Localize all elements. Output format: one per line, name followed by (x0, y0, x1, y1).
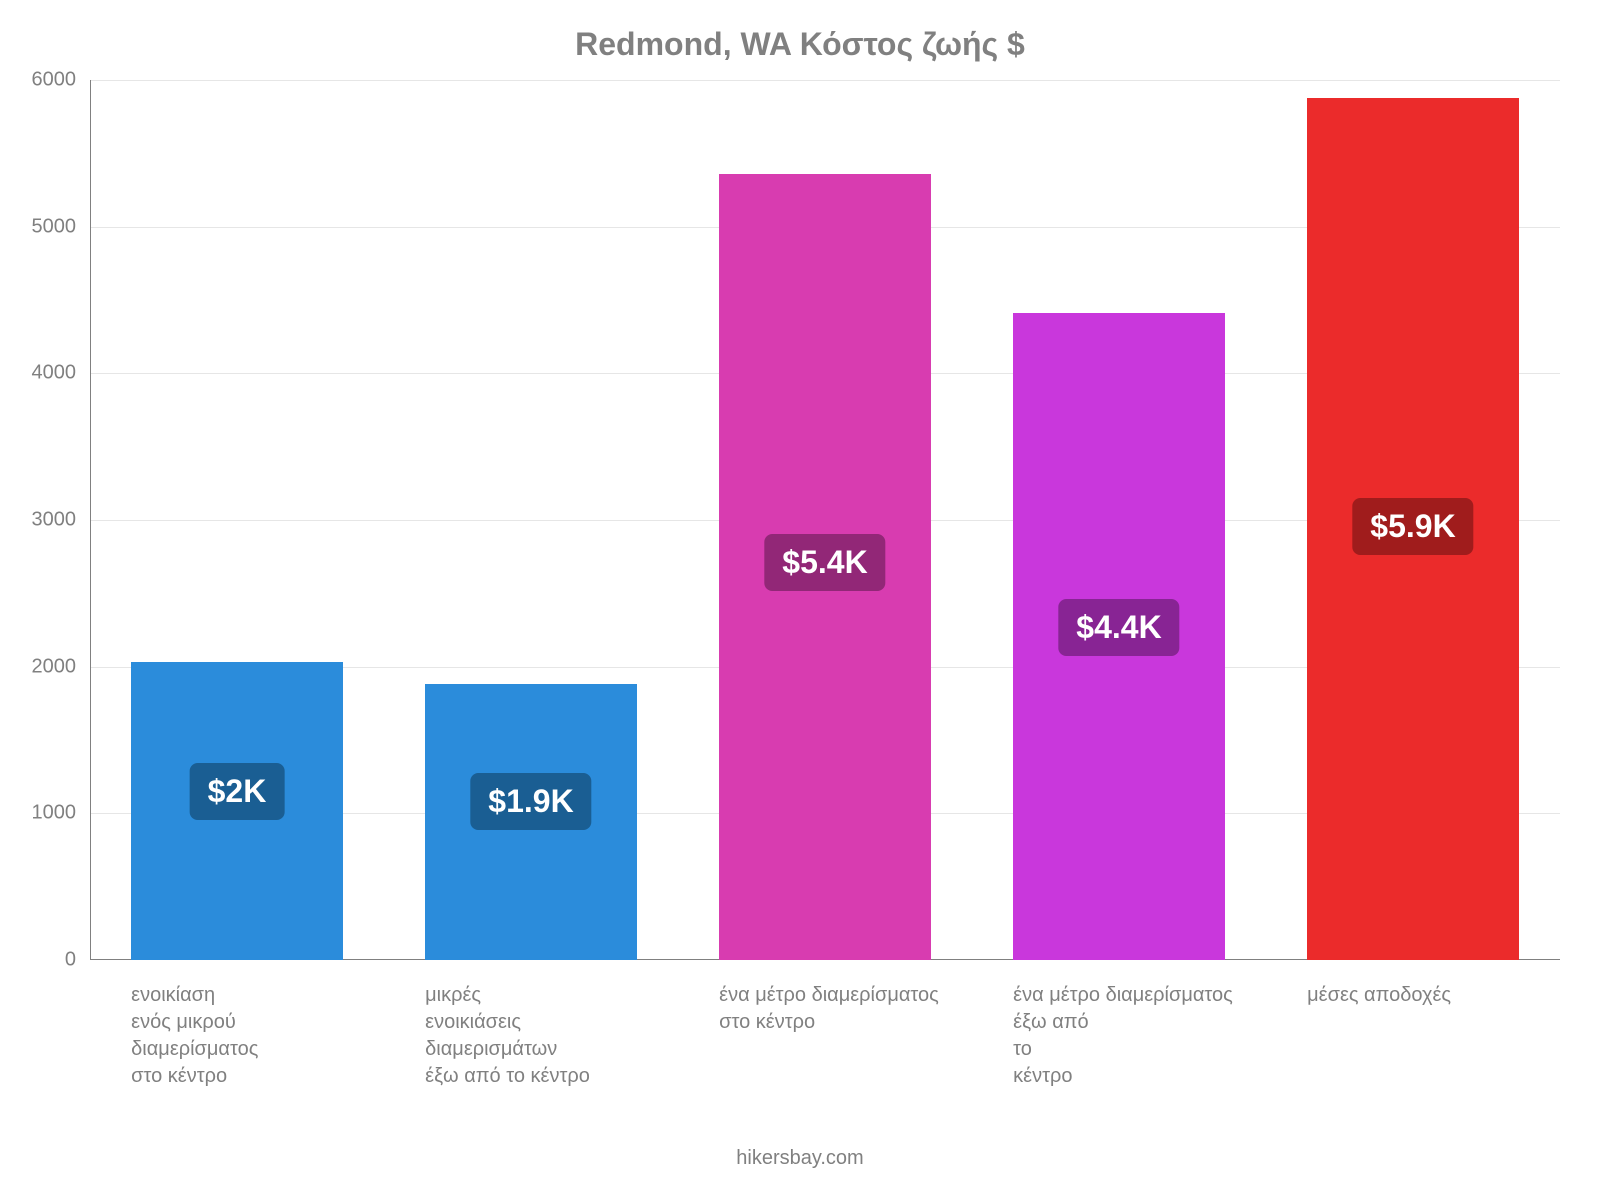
y-tick-label: 3000 (32, 509, 91, 532)
y-tick-label: 4000 (32, 362, 91, 385)
x-tick-label: ένα μέτρο διαμερίσματοςστο κέντρο (719, 960, 998, 1036)
x-tick-label: μέσες αποδοχές (1307, 960, 1586, 1009)
chart-footer: hikersbay.com (0, 1147, 1600, 1170)
bar: $5.9K (1307, 98, 1519, 960)
y-tick-label: 1000 (32, 802, 91, 825)
bar: $1.9K (425, 684, 637, 960)
x-tick-label: ενοικίασηενός μικρούδιαμερίσματοςστο κέν… (131, 960, 410, 1090)
y-tick-label: 2000 (32, 655, 91, 678)
y-axis-line (90, 80, 91, 960)
bar: $4.4K (1013, 313, 1225, 960)
x-tick-label: μικρέςενοικιάσειςδιαμερισμάτωνέξω από το… (425, 960, 704, 1090)
x-tick-label: ένα μέτρο διαμερίσματοςέξω απότοκέντρο (1013, 960, 1292, 1090)
gridline (90, 80, 1560, 81)
y-tick-label: 0 (65, 949, 90, 972)
value-badge: $1.9K (470, 773, 591, 830)
y-tick-label: 5000 (32, 215, 91, 238)
bar: $5.4K (719, 174, 931, 960)
y-tick-label: 6000 (32, 69, 91, 92)
plot-area: 0100020003000400050006000$2Kενοικίασηενό… (90, 80, 1560, 960)
bar: $2K (131, 662, 343, 960)
chart-title: Redmond, WA Κόστος ζωής $ (0, 26, 1600, 63)
value-badge: $5.4K (764, 534, 885, 591)
value-badge: $5.9K (1352, 498, 1473, 555)
cost-of-living-chart: Redmond, WA Κόστος ζωής $ 01000200030004… (0, 0, 1600, 1200)
value-badge: $2K (190, 763, 285, 820)
value-badge: $4.4K (1058, 599, 1179, 656)
